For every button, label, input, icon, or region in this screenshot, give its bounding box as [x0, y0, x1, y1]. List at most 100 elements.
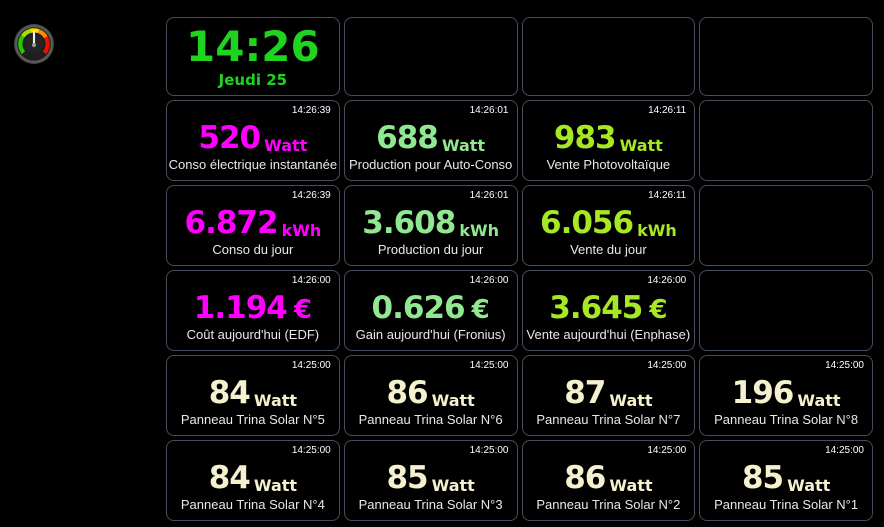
- clock-tile[interactable]: 14:26 Jeudi 25: [166, 17, 340, 96]
- sensor-value: 6.872: [184, 205, 279, 241]
- sensor-value-row: 983 Watt: [554, 120, 663, 156]
- sensor-timestamp: 14:25:00: [647, 445, 687, 456]
- sensor-unit: Watt: [441, 136, 486, 155]
- sensor-value: 196: [731, 375, 795, 411]
- sensor-unit: €: [293, 295, 312, 325]
- sensor-value-row: 1.194 €: [194, 290, 312, 326]
- empty-tile: [699, 270, 873, 351]
- sensor-label: Conso électrique instantanée: [168, 157, 338, 172]
- sensor-unit: Watt: [431, 476, 475, 495]
- sensor-value-row: 86 Watt: [564, 460, 652, 496]
- sensor-unit: Watt: [431, 391, 475, 410]
- sensor-value-row: 0.626 €: [372, 290, 490, 326]
- sensor-tile[interactable]: 14:26:01 3.608 kWh Production du jour: [343, 185, 518, 266]
- sensor-value-row: 3.608 kWh: [362, 205, 499, 241]
- sensor-label: Vente Photovoltaïque: [546, 157, 671, 172]
- sensor-label: Panneau Trina Solar N°8: [714, 412, 859, 427]
- gauge-icon-svg: [14, 24, 54, 64]
- sensor-label: Vente aujourd'hui (Enphase): [526, 327, 691, 342]
- sensor-value-row: 84 Watt: [209, 375, 297, 411]
- sensor-label: Gain aujourd'hui (Fronius): [355, 327, 506, 342]
- sensor-unit: Watt: [609, 476, 653, 495]
- sensor-timestamp: 14:25:00: [469, 445, 509, 456]
- sensor-value: 85: [386, 460, 428, 496]
- sensor-timestamp: 14:26:11: [648, 105, 687, 116]
- sensor-value: 1.194: [193, 290, 288, 326]
- sensor-value-row: 84 Watt: [209, 460, 297, 496]
- sensor-label: Conso du jour: [212, 242, 294, 257]
- sensor-tile[interactable]: 14:26:01 688 Watt Production pour Auto-Cons…: [343, 100, 518, 181]
- empty-tile: [343, 17, 518, 96]
- sensor-tile[interactable]: 14:25:00 87 Watt Panneau Trina Solar N°7: [521, 355, 696, 436]
- sensor-label: Panneau Trina Solar N°3: [358, 497, 503, 512]
- sensor-label: Panneau Trina Solar N°6: [358, 412, 503, 427]
- sensor-tile[interactable]: 14:25:00 86 Watt Panneau Trina Solar N°2: [521, 440, 696, 521]
- gauge-icon[interactable]: [13, 23, 55, 65]
- sensor-value: 6.056: [540, 205, 634, 241]
- sensor-label: Coût aujourd'hui (EDF): [186, 327, 320, 342]
- sensor-unit: €: [471, 295, 490, 325]
- sensor-tile[interactable]: 14:25:00 196 Watt Panneau Trina Solar N°8: [699, 355, 873, 436]
- sensor-value: 86: [386, 375, 428, 411]
- sensor-value: 3.645: [549, 290, 643, 326]
- sensor-value: 87: [564, 375, 606, 411]
- sensor-tile[interactable]: 14:25:00 85 Watt Panneau Trina Solar N°1: [699, 440, 873, 521]
- sensor-timestamp: 14:26:11: [648, 190, 687, 201]
- sensor-value: 520: [198, 120, 261, 156]
- sensor-timestamp: 14:25:00: [291, 445, 331, 456]
- clock-date: Jeudi 25: [218, 70, 288, 89]
- sensor-unit: Watt: [787, 476, 831, 495]
- sensor-unit: Watt: [253, 391, 298, 410]
- sensor-timestamp: 14:26:39: [291, 105, 331, 116]
- sensor-label: Production du jour: [377, 242, 484, 257]
- sensor-value-row: 3.645 €: [549, 290, 667, 326]
- sensor-tile[interactable]: 14:25:00 84 Watt Panneau Trina Solar N°4: [166, 440, 340, 521]
- sensor-value-row: 196 Watt: [732, 375, 841, 411]
- sensor-timestamp: 14:26:00: [291, 275, 331, 286]
- sensor-timestamp: 14:25:00: [825, 360, 864, 371]
- sensor-unit: Watt: [253, 476, 298, 495]
- sensor-tile[interactable]: 14:25:00 86 Watt Panneau Trina Solar N°6: [343, 355, 518, 436]
- sensor-value-row: 688 Watt: [376, 120, 485, 156]
- sensor-unit: Watt: [619, 136, 663, 155]
- sensor-unit: Watt: [264, 136, 308, 155]
- sensor-value: 84: [208, 460, 251, 496]
- sensor-unit: kWh: [459, 221, 499, 240]
- sensor-value-row: 85 Watt: [386, 460, 474, 496]
- sensor-timestamp: 14:25:00: [291, 360, 331, 371]
- empty-tile: [521, 17, 696, 96]
- sensor-label: Panneau Trina Solar N°2: [536, 497, 681, 512]
- sensor-tile[interactable]: 14:25:00 84 Watt Panneau Trina Solar N°5: [166, 355, 340, 436]
- sensor-tile[interactable]: 14:25:00 85 Watt Panneau Trina Solar N°3: [343, 440, 518, 521]
- sensor-tile[interactable]: 14:26:00 3.645 € Vente aujourd'hui (Enphase…: [521, 270, 696, 351]
- sensor-label: Panneau Trina Solar N°1: [714, 497, 859, 512]
- empty-tile: [699, 100, 873, 181]
- sensor-tile[interactable]: 14:26:11 983 Watt Vente Photovoltaïque: [521, 100, 696, 181]
- sensor-label: Vente du jour: [570, 242, 647, 257]
- sensor-tile[interactable]: 14:26:00 1.194 € Coût aujourd'hui (EDF): [166, 270, 340, 351]
- sensor-label: Production pour Auto-Conso: [348, 157, 513, 172]
- sensor-value: 983: [553, 120, 617, 156]
- sensor-value: 0.626: [371, 290, 466, 326]
- sensor-label: Panneau Trina Solar N°7: [536, 412, 681, 427]
- tile-grid: 14:26 Jeudi 25 14:26:39 520 Watt Conso électr…: [166, 17, 873, 521]
- sensor-tile[interactable]: 14:26:39 520 Watt Conso électrique instanta…: [166, 100, 340, 181]
- sensor-value: 86: [564, 460, 606, 496]
- sensor-timestamp: 14:26:00: [469, 275, 509, 286]
- empty-tile: [699, 185, 873, 266]
- sensor-unit: kWh: [281, 221, 322, 240]
- clock-time: 14:26: [186, 21, 320, 71]
- sensor-timestamp: 14:25:00: [825, 445, 864, 456]
- sensor-timestamp: 14:26:39: [291, 190, 331, 201]
- sensor-value: 85: [741, 460, 784, 496]
- sensor-tile[interactable]: 14:26:11 6.056 kWh Vente du jour: [521, 185, 696, 266]
- sensor-tile[interactable]: 14:26:39 6.872 kWh Conso du jour: [166, 185, 340, 266]
- sensor-timestamp: 14:26:01: [469, 105, 509, 116]
- sensor-timestamp: 14:26:01: [469, 190, 509, 201]
- sensor-value-row: 86 Watt: [386, 375, 474, 411]
- sensor-label: Panneau Trina Solar N°5: [180, 412, 325, 427]
- sensor-value-row: 6.056 kWh: [540, 205, 677, 241]
- sensor-label: Panneau Trina Solar N°4: [180, 497, 325, 512]
- sensor-value-row: 85 Watt: [742, 460, 830, 496]
- sensor-tile[interactable]: 14:26:00 0.626 € Gain aujourd'hui (Fronius): [343, 270, 518, 351]
